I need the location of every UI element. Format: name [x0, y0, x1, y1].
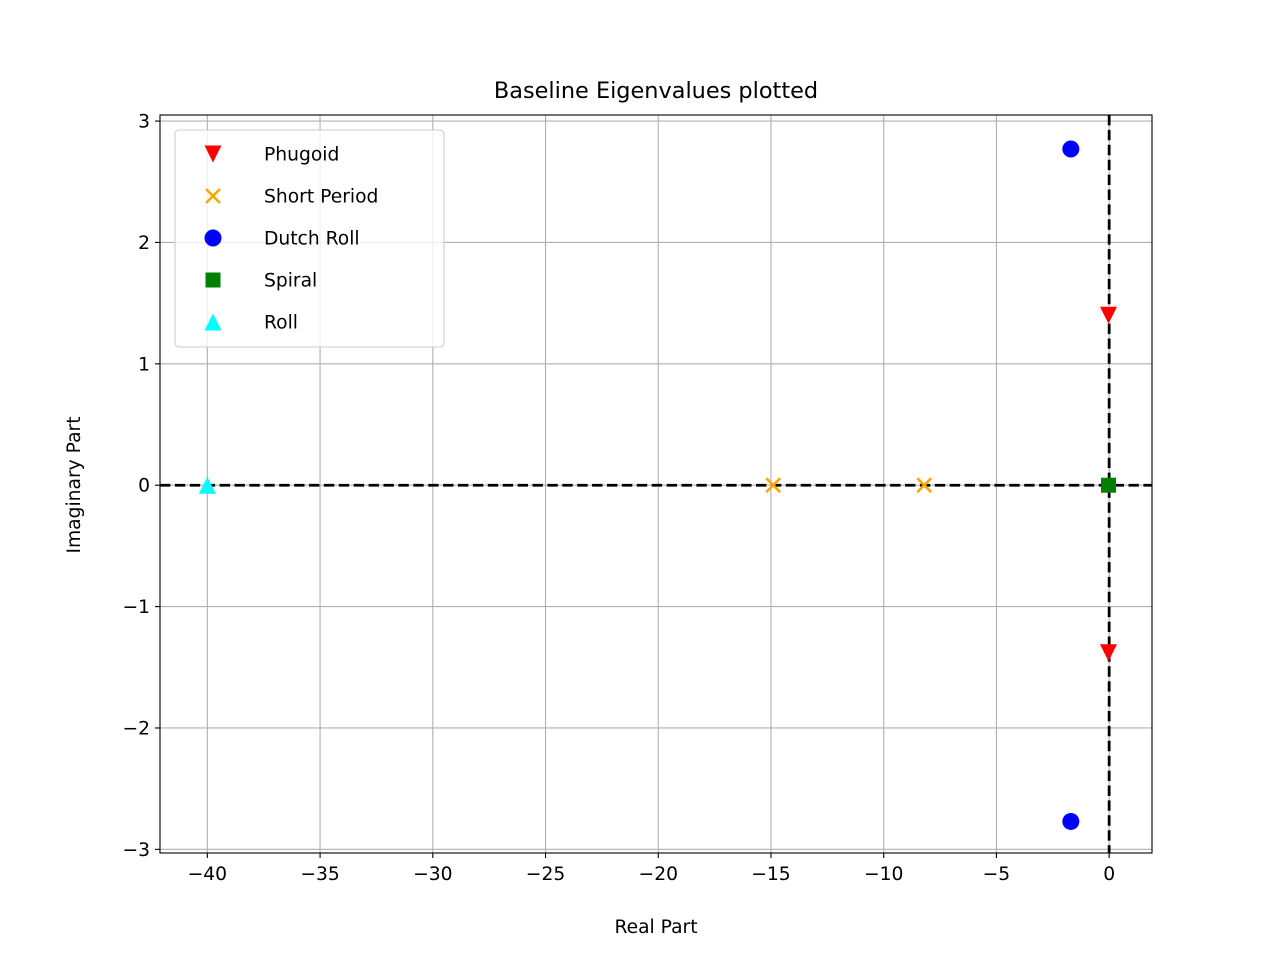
legend-label-short-period: Short Period: [264, 187, 378, 208]
legend-marker-phugoid: [204, 145, 222, 163]
phugoid-point: [1099, 644, 1117, 662]
x-tick-label: −40: [188, 864, 227, 885]
legend: Phugoid Short Period Dutch Roll Spiral Roll: [174, 129, 445, 348]
reference-lines: [160, 115, 1152, 853]
dutch-roll-point: [1062, 812, 1080, 830]
x-tick-label: −10: [864, 864, 903, 885]
y-tick-label: −3: [122, 840, 150, 861]
x-tick-label: −25: [526, 864, 565, 885]
y-tick-label: 3: [138, 112, 150, 133]
roll-point: [198, 476, 216, 494]
plot-frame: [159, 114, 1153, 854]
x-tick-label: −20: [639, 864, 678, 885]
legend-label-phugoid: Phugoid: [264, 145, 339, 166]
y-tick-label: 1: [138, 354, 150, 375]
short-period-point: [765, 477, 782, 494]
x-tick-label: −15: [751, 864, 790, 885]
x-axis-ticks: −40 −35 −30 −25 −20 −15 −10 −5 0: [188, 853, 1115, 885]
legend-label-roll: Roll: [264, 313, 298, 334]
y-axis-ticks: −3 −2 −1 0 1 2 3: [122, 112, 160, 861]
x-tick-label: −30: [413, 864, 452, 885]
y-tick-label: −1: [122, 597, 150, 618]
chart-title: Baseline Eigenvalues plotted: [494, 78, 818, 104]
legend-marker-roll: [204, 313, 222, 331]
x-tick-label: −5: [983, 864, 1011, 885]
data-points: [198, 140, 1117, 830]
y-tick-label: −2: [122, 718, 150, 739]
x-axis-label: Real Part: [614, 917, 697, 938]
x-tick-label: −35: [300, 864, 339, 885]
short-period-point: [916, 477, 933, 494]
legend-label-dutch-roll: Dutch Roll: [264, 229, 360, 250]
phugoid-point: [1099, 306, 1117, 324]
legend-marker-dutch-roll: [204, 229, 222, 247]
legend-box: [174, 129, 445, 348]
spiral-point: [1100, 477, 1116, 493]
dutch-roll-point: [1062, 140, 1080, 158]
legend-marker-short-period: [205, 188, 221, 204]
legend-marker-spiral: [205, 272, 221, 288]
legend-label-spiral: Spiral: [264, 271, 317, 292]
x-tick-label: 0: [1103, 864, 1115, 885]
y-tick-label: 0: [138, 476, 150, 497]
y-tick-label: 2: [138, 233, 150, 254]
y-axis-label: Imaginary Part: [64, 416, 85, 553]
